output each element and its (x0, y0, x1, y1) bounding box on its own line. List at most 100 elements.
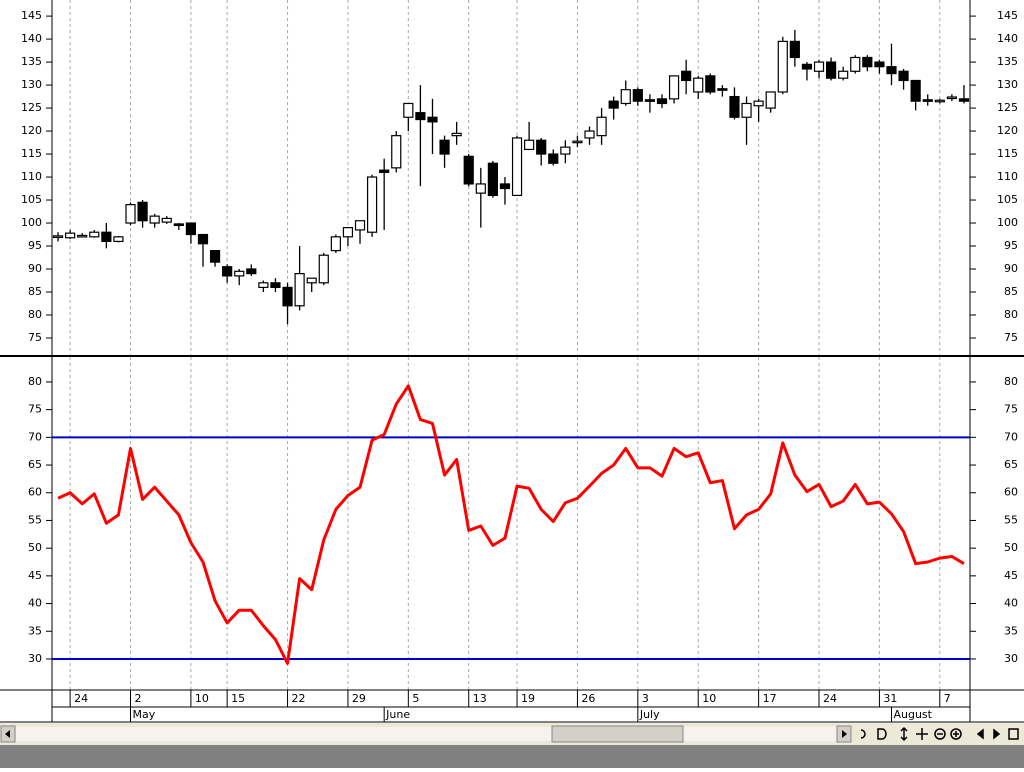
zoom-in-button[interactable] (950, 728, 962, 740)
y-tick-label-right: 75 (1004, 331, 1018, 344)
candle-body (342, 227, 354, 238)
y-tick-label-right: 125 (997, 101, 1018, 114)
y-tick-label-right: 40 (1004, 597, 1018, 610)
x-tick-label: 29 (352, 692, 366, 705)
y-tick-label: 135 (21, 55, 42, 68)
candle-body (354, 220, 366, 231)
y-tick-label-right: 140 (997, 32, 1018, 45)
y-tick-label: 80 (28, 308, 42, 321)
scroll-thumb[interactable] (551, 725, 684, 743)
y-tick-label-right: 80 (1004, 375, 1018, 388)
x-tick-label: 31 (883, 692, 897, 705)
x-tick-label: 24 (823, 692, 837, 705)
y-tick-label: 75 (28, 331, 42, 344)
y-tick-label: 80 (28, 375, 42, 388)
candle-body (113, 236, 124, 243)
candle-body (656, 98, 668, 105)
candle-body (850, 56, 861, 72)
y-tick-label: 115 (21, 147, 42, 160)
candle-body (536, 139, 547, 155)
candle-body (596, 116, 607, 137)
candle-body (318, 254, 329, 284)
y-tick-label-right: 85 (1004, 285, 1018, 298)
candle-body (934, 99, 945, 103)
candle-body (475, 183, 486, 194)
candle-body (862, 56, 873, 68)
candle-body (801, 63, 813, 70)
x-tick-label: 2 (135, 692, 142, 705)
x-tick-label: 19 (521, 692, 535, 705)
candle-body (366, 176, 378, 233)
y-tick-label: 125 (21, 101, 42, 114)
candle-body (693, 77, 704, 93)
candle-body (487, 162, 498, 197)
candle-body (415, 112, 426, 121)
y-tick-label: 65 (28, 458, 42, 471)
vertical-zoom-button[interactable] (900, 726, 908, 742)
candle-body (548, 153, 559, 164)
candle-body (125, 204, 136, 224)
candle-body (185, 222, 197, 236)
candle-body (161, 217, 172, 223)
y-tick-label: 45 (28, 569, 42, 582)
prev-button[interactable] (976, 728, 984, 740)
y-tick-label-right: 100 (997, 216, 1018, 229)
candle-body (825, 61, 837, 79)
candle-body (681, 70, 692, 82)
y-tick-label-right: 30 (1004, 652, 1018, 665)
candle-body (717, 88, 728, 91)
y-tick-label-right: 90 (1004, 262, 1018, 275)
candle-body (729, 95, 740, 118)
y-tick-label: 70 (28, 430, 42, 443)
x-tick-label: 10 (702, 692, 716, 705)
candle-body (173, 223, 184, 227)
candle-body (65, 232, 76, 239)
y-tick-label: 140 (21, 32, 42, 45)
y-tick-label-right: 65 (1004, 458, 1018, 471)
x-tick-label: 3 (642, 692, 649, 705)
y-tick-label: 130 (21, 78, 42, 91)
y-tick-label-right: 95 (1004, 239, 1018, 252)
d-button[interactable] (877, 728, 887, 740)
candle-body (958, 98, 970, 102)
candle-body (439, 139, 450, 155)
candle-body (813, 61, 825, 72)
grid (69, 0, 941, 690)
y-tick-label: 90 (28, 262, 42, 275)
candle-body (391, 135, 402, 169)
month-label: June (385, 708, 410, 721)
x-tick-label: 22 (292, 692, 306, 705)
candle-body (330, 236, 341, 252)
candle-body (89, 231, 100, 238)
y-tick-label: 55 (28, 513, 42, 526)
scroll-track[interactable] (16, 727, 836, 741)
refresh-button[interactable] (860, 729, 866, 739)
candle-body (379, 169, 390, 174)
month-label: August (893, 708, 932, 721)
y-tick-label: 30 (28, 652, 42, 665)
candle-body (886, 66, 897, 75)
menu-button[interactable] (1008, 728, 1019, 740)
y-tick-label: 100 (21, 216, 42, 229)
x-tick-label: 26 (581, 692, 595, 705)
candle-body (874, 61, 885, 68)
candle-body (451, 132, 462, 137)
candle-body (753, 100, 764, 107)
next-button[interactable] (993, 728, 1001, 740)
zoom-out-button[interactable] (934, 728, 946, 740)
candle-body (222, 266, 233, 277)
arrow-icon (5, 730, 10, 738)
candle-body (282, 286, 293, 307)
candle-body (511, 137, 523, 197)
candle-body (741, 102, 752, 118)
y-tick-label: 60 (28, 486, 42, 499)
candle-body (584, 130, 595, 139)
y-tick-label: 95 (28, 239, 42, 252)
month-label: July (639, 708, 660, 721)
candle-body (258, 282, 269, 289)
pan-button[interactable] (916, 728, 928, 740)
candle-body (234, 270, 245, 277)
y-tick-label: 145 (21, 9, 42, 22)
